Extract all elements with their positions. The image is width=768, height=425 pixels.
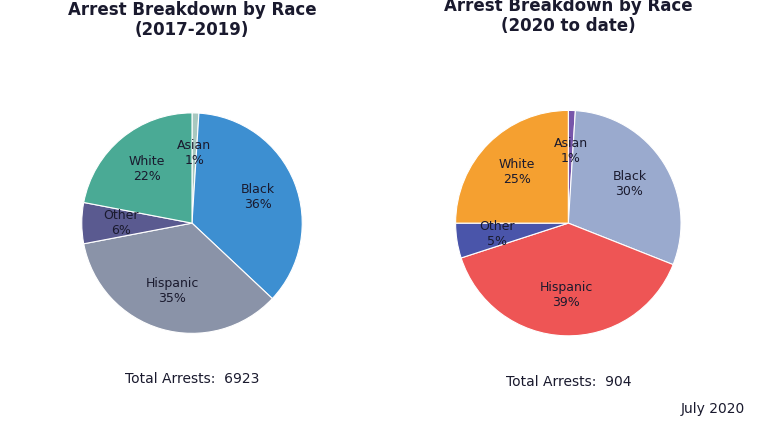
Text: Hispanic
39%: Hispanic 39%: [539, 281, 593, 309]
Text: Total Arrests:  904: Total Arrests: 904: [505, 375, 631, 389]
Wedge shape: [568, 110, 681, 265]
Title: Arrest Breakdown by Race
(2020 to date): Arrest Breakdown by Race (2020 to date): [444, 0, 693, 35]
Text: Other
5%: Other 5%: [479, 221, 515, 249]
Text: Asian
1%: Asian 1%: [177, 139, 211, 167]
Wedge shape: [192, 113, 303, 299]
Text: Black
36%: Black 36%: [240, 183, 275, 211]
Wedge shape: [192, 113, 199, 223]
Wedge shape: [84, 113, 192, 223]
Text: White
22%: White 22%: [129, 155, 165, 183]
Wedge shape: [461, 223, 673, 336]
Text: Asian
1%: Asian 1%: [554, 137, 588, 165]
Title: Arrest Breakdown by Race
(2017-2019): Arrest Breakdown by Race (2017-2019): [68, 0, 316, 40]
Text: White
25%: White 25%: [499, 158, 535, 186]
Wedge shape: [84, 223, 273, 333]
Text: Black
30%: Black 30%: [612, 170, 647, 198]
Text: Total Arrests:  6923: Total Arrests: 6923: [125, 371, 259, 385]
Text: Hispanic
35%: Hispanic 35%: [146, 277, 199, 305]
Wedge shape: [455, 110, 568, 223]
Wedge shape: [568, 110, 575, 223]
Text: July 2020: July 2020: [680, 402, 745, 416]
Wedge shape: [455, 223, 568, 258]
Wedge shape: [81, 202, 192, 244]
Text: Other
6%: Other 6%: [104, 209, 139, 237]
